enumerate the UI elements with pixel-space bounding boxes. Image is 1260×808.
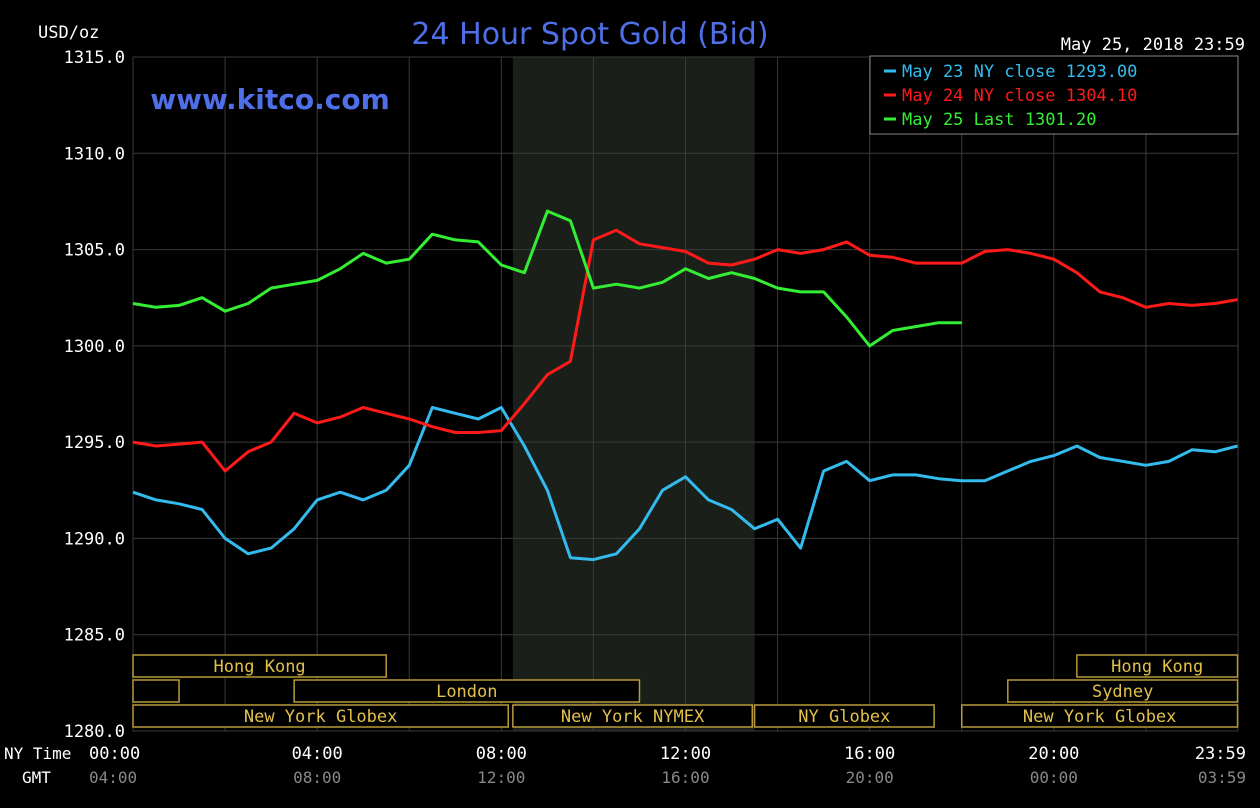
session-box: [753, 704, 935, 728]
watermark: www.kitco.com: [150, 83, 390, 116]
session-label: New York NYMEX: [561, 707, 705, 727]
session-box: [132, 704, 509, 728]
y-tick-label: 1290.0: [64, 529, 125, 549]
session-box: [961, 704, 1239, 728]
session-label: Hong Kong: [214, 657, 306, 677]
x-tick-ny: 08:00: [476, 744, 527, 764]
x-tick-gmt: 16:00: [661, 768, 709, 787]
gmt-label: GMT: [22, 768, 51, 787]
session-box: [1076, 654, 1239, 678]
legend-entry: May 24 NY close 1304.10: [902, 86, 1137, 106]
y-tick-label: 1300.0: [64, 337, 125, 357]
chart-title: 24 Hour Spot Gold (Bid): [411, 17, 768, 52]
series-line: [132, 406, 1238, 562]
x-tick-gmt: 04:00: [89, 768, 137, 787]
x-tick-ny: 04:00: [292, 744, 343, 764]
y-axis-label: USD/oz: [38, 23, 99, 43]
session-label: Sydney: [1092, 682, 1153, 702]
x-tick-ny: 00:00: [89, 744, 140, 764]
trading-sessions: Hong Kong London New York Globex New York N…: [132, 654, 1239, 728]
nymex-session-shading: [512, 57, 755, 731]
y-tick-label: 1315.0: [64, 48, 125, 68]
y-tick-label: 1295.0: [64, 433, 125, 453]
legend-box: [869, 55, 1239, 135]
x-tick-labels: 00:00 04:00 04:00 08:00 08:00 12:00 12:00 16:00…: [89, 744, 1246, 787]
y-tick-labels: 1280.0 1285.0 1290.0 1295.0 1300.0 1305.0 1310…: [64, 48, 125, 742]
legend-entry: May 23 NY close 1293.00: [902, 62, 1137, 82]
ny-time-label: NY Time: [4, 744, 71, 763]
session-label: New York Globex: [244, 707, 398, 727]
x-tick-ny: 23:59: [1195, 744, 1246, 764]
y-tick-label: 1310.0: [64, 144, 125, 164]
gridlines: [132, 56, 1239, 732]
x-tick-ny: 12:00: [660, 744, 711, 764]
y-tick-label: 1280.0: [64, 722, 125, 742]
series-line: [132, 209, 962, 348]
session-label: Hong Kong: [1111, 657, 1203, 677]
y-tick-label: 1285.0: [64, 626, 125, 646]
session-box: [1007, 679, 1239, 703]
legend-entry: May 25 Last 1301.20: [902, 110, 1096, 130]
series-line: [132, 228, 1238, 473]
x-tick-ny: 20:00: [1028, 744, 1079, 764]
session-box: [132, 679, 180, 703]
session-label: New York Globex: [1023, 707, 1177, 727]
session-label: NY Globex: [798, 707, 890, 727]
session-label: London: [436, 682, 497, 702]
x-tick-gmt: 12:00: [477, 768, 525, 787]
x-tick-gmt: 03:59: [1198, 768, 1246, 787]
x-tick-ny: 16:00: [844, 744, 895, 764]
legend: May 23 NY close 1293.00 May 24 NY close 1…: [869, 55, 1239, 135]
session-box: [512, 704, 754, 728]
x-tick-gmt: 00:00: [1030, 768, 1078, 787]
x-tick-gmt: 08:00: [293, 768, 341, 787]
session-box: [293, 679, 641, 703]
session-box: [132, 654, 387, 678]
series-lines: [132, 209, 1238, 562]
y-tick-label: 1305.0: [64, 241, 125, 261]
timestamp: May 25, 2018 23:59: [1061, 35, 1245, 55]
x-tick-gmt: 20:00: [846, 768, 894, 787]
